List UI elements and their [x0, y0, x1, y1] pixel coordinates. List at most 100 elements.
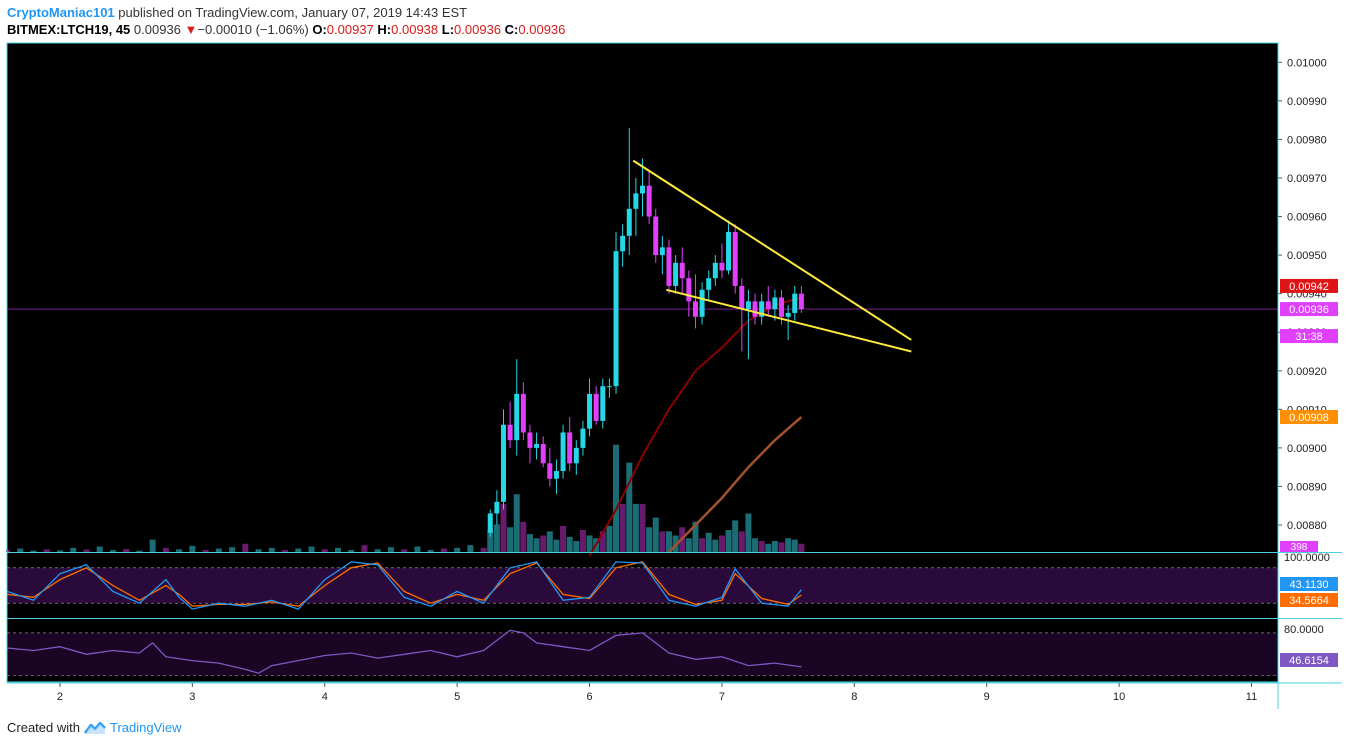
price-change: −0.00010 (−1.06%) [197, 22, 309, 37]
volume-bar [705, 532, 712, 552]
candle-body [679, 262, 685, 279]
candle-body [500, 424, 506, 502]
volume-bar [414, 546, 421, 552]
candle-body [726, 231, 732, 271]
low-label: L: [441, 22, 455, 37]
volume-bar [387, 547, 394, 552]
candle-body [547, 463, 553, 479]
close-value: 0.00936 [518, 22, 566, 37]
tradingview-brand-link[interactable]: TradingView [109, 720, 182, 735]
y-tick-label: 0.00950 [1287, 250, 1327, 262]
candle-body [706, 278, 712, 290]
candle-body [699, 289, 705, 317]
y-tick-label: 0.00990 [1287, 96, 1327, 108]
volume-bar [520, 521, 527, 552]
volume-bar [30, 550, 37, 552]
price-tag-label: 31:38 [1295, 331, 1323, 343]
volume-bar [440, 548, 447, 552]
candle-body [553, 471, 559, 479]
volume-bar [374, 549, 381, 552]
rsi-band [7, 632, 1278, 676]
symbol-label: BITMEX:LTCH19, 45 [7, 22, 131, 37]
candle-body [692, 301, 698, 317]
y-tick-label: 0.00920 [1287, 366, 1327, 378]
candle-body [626, 208, 632, 236]
volume-bar [513, 494, 520, 552]
volume-bar [229, 547, 236, 552]
candle-body [666, 247, 672, 286]
y-tick-label: 0.01000 [1287, 57, 1327, 69]
volume-tag [1280, 541, 1318, 552]
ohlc-legend: BITMEX:LTCH19, 45 0.00936 ▼−0.00010 (−1.… [7, 22, 565, 37]
candle-body [587, 393, 593, 429]
volume-bar [123, 548, 130, 552]
volume-bar [507, 527, 514, 552]
volume-bar [268, 547, 275, 552]
volume-bar [791, 539, 798, 552]
candle-body [779, 297, 785, 317]
volume-bar [725, 530, 732, 552]
rsi-value-label: 46.6154 [1289, 655, 1329, 667]
volume-bar [83, 549, 90, 552]
volume-bar [560, 525, 567, 552]
volume-bar [752, 538, 759, 552]
x-tick-label: 6 [586, 691, 592, 703]
candle-body [540, 444, 546, 464]
rsi-line [6, 629, 802, 674]
volume-bar [500, 503, 507, 552]
tradingview-logo-icon[interactable] [84, 721, 106, 735]
candle-body [732, 231, 738, 286]
volume-bar [56, 550, 63, 552]
candle-body [765, 301, 771, 310]
stoch-value-tag [1280, 593, 1338, 607]
candle-body [613, 251, 619, 387]
x-tick-label: 8 [851, 691, 857, 703]
created-with-text: Created with [7, 720, 80, 735]
volume-bar [70, 547, 77, 552]
chart-svg[interactable]: 0.01000 0.00990 0.00980 0.00970 0.00960 0.009… [4, 42, 1342, 710]
volume-bar [718, 535, 725, 552]
rsi-value-tag [1280, 653, 1338, 667]
volume-bar [619, 503, 626, 552]
trendline [632, 159, 912, 341]
chart-area[interactable]: 0.01000 0.00990 0.00980 0.00970 0.00960 0.009… [4, 42, 1342, 710]
trendline [666, 288, 912, 353]
volume-bar [96, 546, 103, 552]
stoch-axis-label: 100.0000 [1284, 552, 1330, 564]
volume-bar [215, 548, 222, 552]
candle-body [560, 432, 566, 472]
stoch-k-line [6, 561, 802, 610]
candle-body [686, 278, 692, 302]
volume-bar [771, 541, 778, 552]
candle-body [640, 185, 645, 194]
candle-body [772, 297, 778, 310]
candle-body [712, 262, 718, 279]
volume-bar [136, 550, 143, 552]
candle-body [659, 247, 665, 256]
candle-body [785, 312, 791, 317]
candle-body [494, 501, 500, 514]
volume-bar [480, 547, 487, 552]
close-label: C: [504, 22, 519, 37]
y-tick-label: 0.00900 [1287, 443, 1327, 455]
price-tag [1280, 410, 1338, 425]
author-link[interactable]: CryptoManiac101 [7, 5, 115, 20]
volume-bar [738, 531, 745, 552]
volume-bar [632, 503, 639, 552]
footer: Created with TradingView [7, 720, 182, 735]
volume-bar [646, 527, 653, 552]
candle-body [573, 447, 579, 464]
volume-bar [361, 545, 368, 552]
volume-bar [778, 542, 785, 552]
price-tag-label: 0.00908 [1289, 412, 1329, 424]
y-tick-label: 0.00970 [1287, 173, 1327, 185]
rsi-axis-label: 80.0000 [1284, 624, 1324, 636]
volume-bar [308, 546, 315, 552]
volume-bar [692, 521, 699, 552]
candle-body [487, 513, 493, 533]
low-value: 0.00936 [454, 22, 502, 37]
volume-bar [162, 547, 169, 552]
candle-body [798, 293, 804, 310]
volume-bar [493, 524, 500, 552]
volume-bar [566, 536, 573, 552]
